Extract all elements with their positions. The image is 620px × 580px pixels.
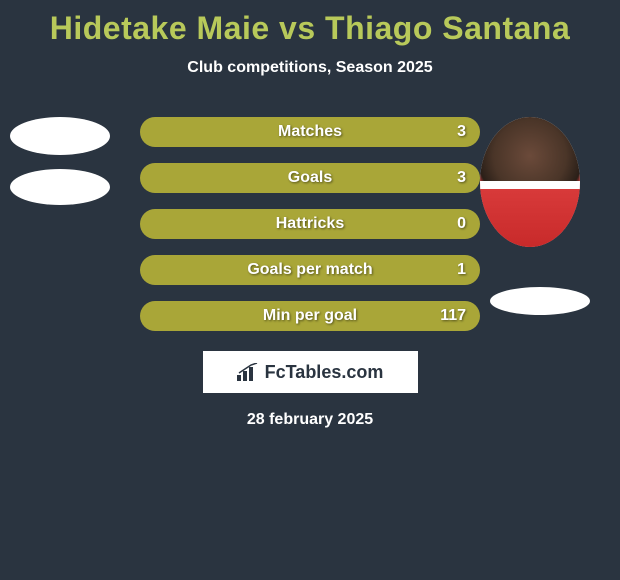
player-left-avatar bbox=[10, 117, 110, 205]
chart-icon bbox=[237, 363, 259, 381]
stat-value-right: 1 bbox=[457, 261, 466, 279]
stat-label: Goals per match bbox=[247, 261, 372, 279]
player-photo bbox=[480, 117, 580, 247]
comparison-subtitle: Club competitions, Season 2025 bbox=[0, 59, 620, 77]
avatar-placeholder-ellipse bbox=[10, 117, 110, 155]
comparison-title: Hidetake Maie vs Thiago Santana bbox=[0, 0, 620, 47]
stat-label: Matches bbox=[278, 123, 342, 141]
stat-value-right: 3 bbox=[457, 169, 466, 187]
stat-label: Hattricks bbox=[276, 215, 344, 233]
comparison-date: 28 february 2025 bbox=[0, 411, 620, 429]
stats-area: Matches 3 Goals 3 Hattricks 0 Goals per … bbox=[0, 117, 620, 347]
stat-value-right: 117 bbox=[440, 307, 466, 325]
player-right-avatar bbox=[480, 117, 590, 315]
avatar-placeholder-ellipse bbox=[10, 169, 110, 205]
stat-label: Goals bbox=[288, 169, 332, 187]
logo-text: FcTables.com bbox=[265, 362, 384, 383]
avatar-shadow-ellipse bbox=[490, 287, 590, 315]
stat-row-goals: Goals 3 bbox=[140, 163, 480, 193]
stat-row-matches: Matches 3 bbox=[140, 117, 480, 147]
stat-value-right: 3 bbox=[457, 123, 466, 141]
stat-row-hattricks: Hattricks 0 bbox=[140, 209, 480, 239]
stat-row-goals-per-match: Goals per match 1 bbox=[140, 255, 480, 285]
stat-row-min-per-goal: Min per goal 117 bbox=[140, 301, 480, 331]
player-photo-image bbox=[480, 117, 580, 247]
stat-rows: Matches 3 Goals 3 Hattricks 0 Goals per … bbox=[140, 117, 480, 347]
stat-value-right: 0 bbox=[457, 215, 466, 233]
fctables-logo: FcTables.com bbox=[203, 351, 418, 393]
stat-label: Min per goal bbox=[263, 307, 357, 325]
